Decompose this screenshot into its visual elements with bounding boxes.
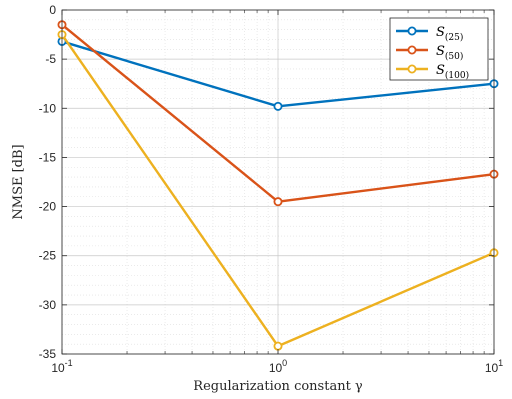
legend: S(25)S(50)S(100) — [389, 17, 489, 81]
y-tick-label: 0 — [49, 3, 56, 17]
y-tick-label: -20 — [39, 200, 57, 214]
y-tick-label: -35 — [39, 347, 57, 361]
x-tick-label: 10-1 — [51, 358, 72, 375]
legend-marker-2 — [407, 64, 417, 74]
y-tick-label: -10 — [39, 101, 57, 115]
y-tick-label: -5 — [45, 52, 56, 66]
legend-marker-0 — [407, 26, 417, 36]
y-tick-label: -25 — [39, 249, 57, 263]
legend-marker-1 — [407, 45, 417, 55]
x-tick-labels: 10-1 100 101 — [51, 358, 503, 375]
legend-entry-2: S(100) — [436, 63, 469, 81]
series-point-0 — [273, 101, 283, 111]
axis-ticks — [61, 9, 495, 355]
y-tick-label: -30 — [39, 298, 57, 312]
y-tick-labels: 0 -5 -10 -15 -20 -25 -30 -35 — [39, 3, 57, 361]
series-layer — [57, 20, 499, 351]
legend-entry-0: S(25) — [436, 25, 463, 43]
x-tick-label: 101 — [485, 358, 503, 375]
x-axis-label: Regularization constant γ — [193, 379, 363, 394]
y-axis-label: NMSE [dB] — [11, 144, 26, 219]
legend-entry-1: S(50) — [436, 44, 463, 62]
x-tick-label: 100 — [269, 358, 287, 375]
series-point-1 — [273, 197, 283, 207]
series-point-2 — [273, 341, 283, 351]
y-tick-label: -15 — [39, 150, 57, 164]
